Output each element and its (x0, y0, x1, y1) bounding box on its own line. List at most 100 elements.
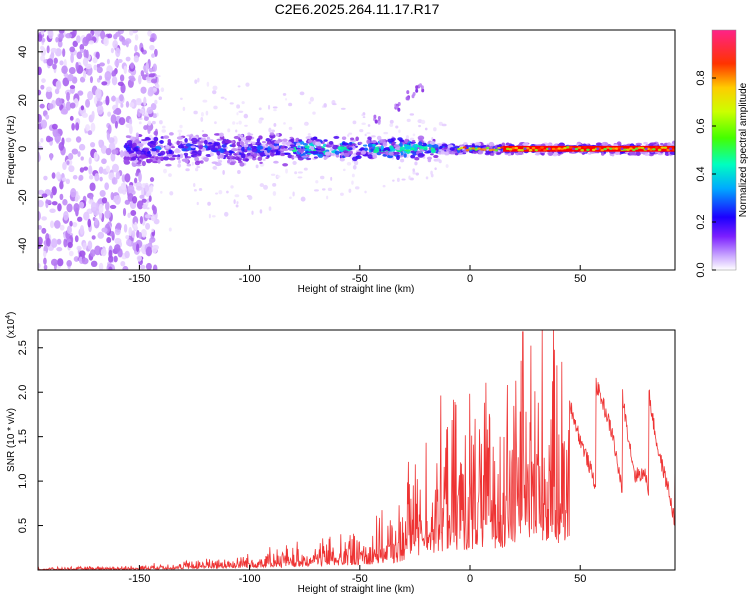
x-tick-label: 0 (467, 573, 473, 585)
spectrum-blob (265, 156, 269, 160)
spectrum-blob (213, 105, 218, 110)
spectrum-blob (119, 150, 124, 158)
x-tick-label: -100 (239, 573, 261, 585)
spectrum-blob (151, 120, 156, 125)
spectrum-blob (321, 188, 326, 191)
spectrum-blob (110, 114, 117, 124)
spectrum-blob (74, 235, 79, 243)
spectrum-blob (139, 264, 146, 270)
spectrum-blob (275, 133, 280, 137)
x-tick-label: -100 (239, 273, 261, 285)
spectrum-blob (435, 158, 441, 162)
spectrum-blob (235, 152, 240, 155)
spectrum-blob (281, 138, 288, 142)
spectrum-blob (434, 167, 437, 171)
spectrum-blob (635, 142, 643, 146)
spectrum-blob (280, 152, 285, 157)
spectrum-blob (340, 192, 344, 196)
spectrum-blob (200, 117, 204, 122)
spectrum-blob (350, 137, 355, 141)
spectrum-blob (379, 151, 386, 154)
spectrum-blob (468, 147, 473, 150)
spectrum-blob (360, 150, 367, 155)
spectrum-blob (131, 230, 136, 238)
spectrum-blob (334, 150, 340, 155)
spectrum-blob (101, 81, 108, 86)
spectrum-blob (566, 146, 570, 149)
spectrum-blob (76, 35, 81, 44)
spectrum-blob (346, 161, 352, 166)
spectrum-blob (420, 119, 426, 125)
spectrum-blob (444, 150, 450, 156)
spectrum-blob (262, 158, 266, 162)
spectrum-blob (115, 171, 121, 180)
spectrum-blob (196, 165, 201, 169)
spectrum-blob (154, 48, 158, 57)
spectrum-blob (38, 225, 42, 230)
spectrum-blob (244, 124, 248, 127)
spectrum-blob (259, 209, 263, 214)
spectrum-blob (125, 135, 131, 139)
spectrum-blob (208, 213, 211, 219)
spectrum-blob (185, 156, 192, 159)
snr-y-multiplier: (x104) (5, 312, 17, 339)
spectrum-blob (179, 124, 183, 129)
spectrum-blob (239, 134, 244, 137)
spectrogram-y-ticks: -40 -20 0 20 40 (17, 46, 43, 254)
spectrum-blob (411, 140, 416, 143)
spectrum-blob (269, 152, 275, 157)
spectrum-blob (407, 154, 410, 158)
spectrum-blob (43, 175, 48, 181)
spectrum-blob (45, 114, 50, 120)
spectrogram-marks (38, 30, 675, 270)
spectrum-blob (199, 145, 203, 150)
spectrum-blob (115, 31, 121, 37)
spectrum-blob (56, 258, 64, 267)
spectrum-blob (106, 58, 110, 65)
spectrum-blob (259, 183, 265, 188)
spectrum-blob (149, 156, 155, 159)
spectrum-blob (202, 156, 210, 161)
spectrum-blob (225, 153, 229, 156)
spectrum-blob (151, 53, 156, 58)
spectrum-blob (54, 133, 61, 143)
spectrum-blob (93, 96, 98, 105)
spectrum-blob (418, 141, 423, 146)
spectrum-blob (98, 203, 104, 214)
spectrum-blob (295, 147, 301, 150)
spectrum-blob (255, 164, 259, 169)
spectrum-blob (259, 151, 265, 157)
spectrum-blob (523, 147, 527, 151)
snr-y-ticks: 0.5 1.0 1.5 2.0 2.5 (17, 340, 43, 533)
spectrum-blob (631, 148, 636, 152)
spectrum-blob (69, 102, 76, 109)
spectrum-blob (352, 156, 358, 162)
spectrum-blob (488, 148, 493, 152)
spectrum-blob (114, 59, 120, 67)
spectrum-blob (90, 201, 97, 212)
x-tick-label: -50 (352, 273, 368, 285)
spectrum-blob (168, 157, 176, 161)
spectrum-blob (134, 34, 139, 41)
carrier-band (503, 145, 675, 152)
spectrum-blob (38, 262, 41, 269)
snr-series-line (38, 330, 675, 570)
spectrum-blob (415, 85, 419, 90)
spectrum-blob (348, 132, 353, 135)
spectrum-blob (163, 156, 170, 161)
spectrum-blob (200, 112, 204, 117)
spectrum-blob (460, 146, 464, 150)
spectrum-blob (191, 137, 198, 143)
spectrum-blob (75, 61, 79, 70)
spectrum-blob (270, 173, 276, 176)
colorbar: 0.0 0.2 0.4 0.6 0.8 Normalized spectral ampl… (695, 29, 749, 278)
spectrum-blob (283, 145, 288, 149)
spectrum-blob (113, 255, 118, 263)
spectrum-blob (93, 151, 99, 161)
spectrum-blob (614, 147, 619, 150)
spectrum-blob (168, 132, 174, 136)
spectrum-blob (301, 155, 309, 158)
spectrum-blob (202, 133, 209, 138)
spectrum-blob (348, 188, 352, 193)
spectrum-blob (396, 177, 400, 183)
